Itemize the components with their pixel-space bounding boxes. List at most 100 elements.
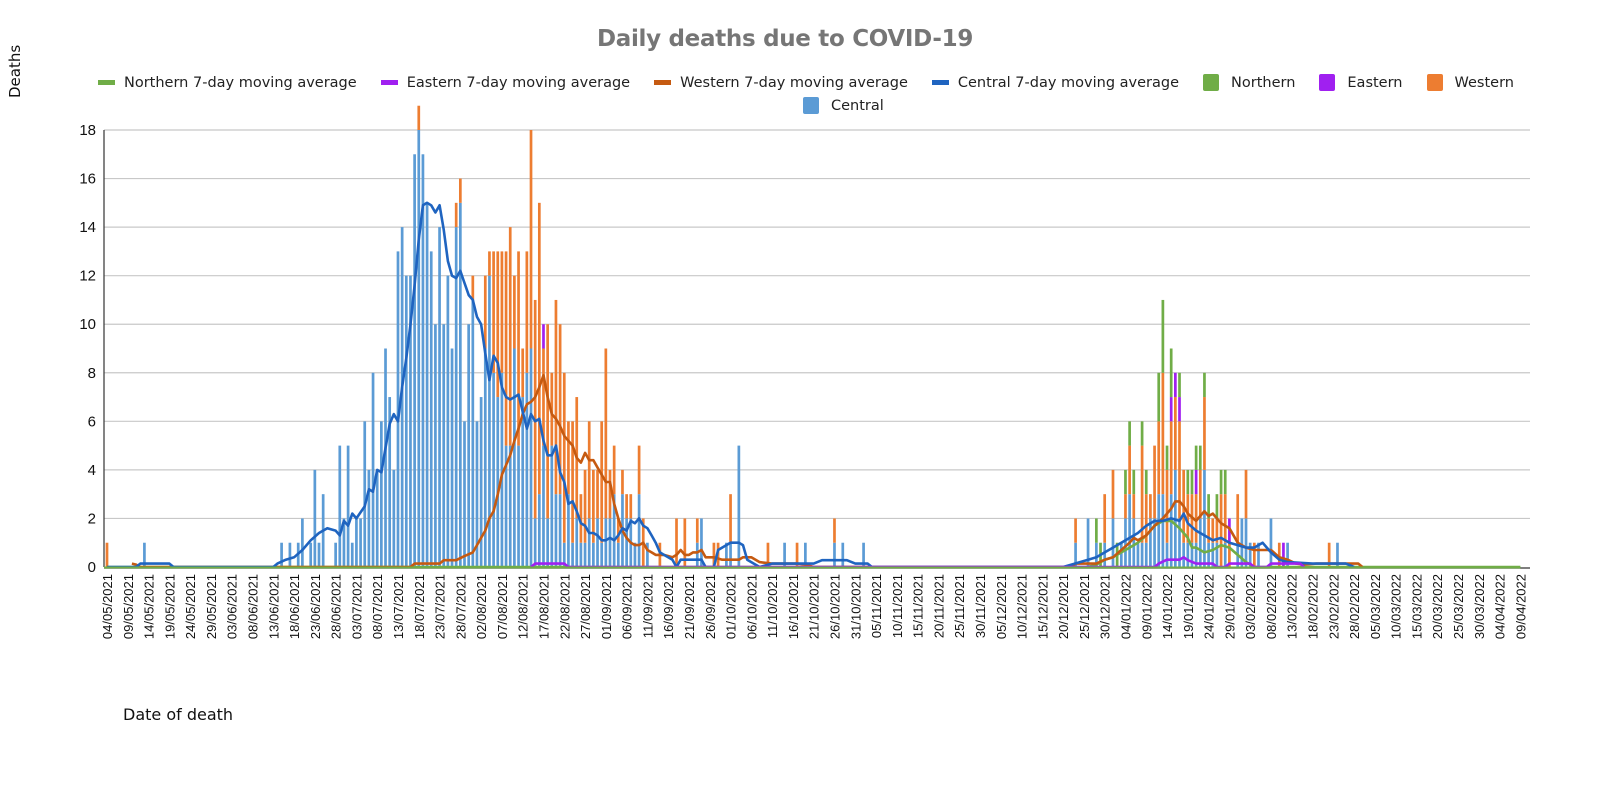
- x-tick-label: 18/02/2022: [1306, 574, 1321, 639]
- bar-central: [508, 445, 512, 567]
- bar-western: [1165, 469, 1169, 543]
- bar-northern: [1203, 372, 1206, 398]
- x-tick-label: 15/12/2021: [1035, 574, 1050, 639]
- bar-central: [1128, 494, 1131, 567]
- bar-western: [529, 130, 533, 349]
- y-tick-label: 14: [79, 219, 96, 236]
- bar-northern: [1161, 299, 1165, 373]
- bar-western: [537, 202, 541, 495]
- bar-central: [1086, 518, 1090, 567]
- bar-central: [1182, 542, 1186, 567]
- bar-western: [1198, 469, 1202, 519]
- bar-central: [737, 445, 741, 567]
- bar-central: [1286, 542, 1289, 567]
- bar-central: [380, 421, 383, 567]
- bar-central: [355, 518, 358, 567]
- bar-central: [529, 348, 533, 567]
- bar-western: [766, 542, 770, 567]
- bar-central: [604, 518, 608, 567]
- x-tick-label: 24/05/2021: [183, 574, 198, 639]
- bar-northern: [1095, 518, 1098, 543]
- bar-eastern: [1178, 397, 1181, 422]
- x-tick-label: 28/06/2021: [329, 574, 344, 639]
- legend-label: Central: [831, 97, 884, 114]
- x-tick-label: 20/11/2021: [931, 574, 946, 638]
- bar-western: [1186, 494, 1190, 543]
- x-tick-label: 28/02/2022: [1347, 574, 1362, 639]
- bar-central: [1149, 518, 1152, 567]
- bar-central: [488, 275, 491, 567]
- bar-central: [729, 542, 732, 567]
- bar-western: [1132, 494, 1136, 519]
- x-tick-label: 14/01/2022: [1160, 574, 1175, 639]
- bar-western: [496, 251, 500, 398]
- bar-eastern: [542, 324, 545, 349]
- bar-central: [367, 469, 371, 567]
- bar-central: [1211, 542, 1215, 567]
- bar-western: [1252, 542, 1256, 567]
- x-tick-label: 29/05/2021: [204, 574, 219, 639]
- bar-western: [492, 251, 495, 373]
- bar-western: [579, 494, 583, 543]
- x-tick-label: 14/05/2021: [142, 574, 157, 639]
- x-tick-label: 09/01/2022: [1139, 574, 1154, 639]
- x-tick-label: 20/12/2021: [1056, 574, 1071, 639]
- bar-central: [421, 154, 425, 567]
- legend-label: Western 7-day moving average: [680, 74, 908, 91]
- y-tick-label: 16: [79, 171, 96, 188]
- bar-northern: [1219, 469, 1223, 495]
- legend-swatch: [931, 80, 949, 85]
- bar-central: [567, 494, 570, 567]
- x-tick-label: 01/09/2021: [599, 574, 614, 639]
- x-tick-label: 29/01/2022: [1222, 574, 1237, 639]
- bar-central: [1244, 518, 1248, 567]
- legend-item-northern: Northern: [1203, 74, 1295, 91]
- x-tick-label: 30/12/2021: [1098, 574, 1113, 639]
- bar-western: [712, 542, 716, 567]
- bar-central: [1248, 542, 1252, 567]
- bar-central: [1140, 542, 1144, 567]
- bar-central: [392, 469, 396, 567]
- legend-item-central-ma: Central 7-day moving average: [931, 75, 1179, 91]
- bar-northern: [1144, 469, 1148, 495]
- bar-central: [1124, 518, 1127, 567]
- x-tick-label: 21/10/2021: [807, 574, 822, 639]
- bar-central: [425, 202, 429, 568]
- bar-western: [504, 251, 508, 446]
- bar-central: [1165, 542, 1169, 567]
- bar-central: [350, 542, 354, 567]
- bar-western: [1203, 397, 1206, 470]
- bar-central: [833, 542, 836, 567]
- x-tick-label: 17/08/2021: [537, 574, 552, 639]
- bar-western: [1223, 494, 1227, 543]
- bar-western: [562, 372, 566, 543]
- bar-northern: [1124, 469, 1127, 495]
- bar-central: [1103, 542, 1107, 567]
- bar-central: [1223, 542, 1227, 567]
- x-tick-label: 11/09/2021: [640, 574, 655, 638]
- legend-swatch: [1426, 74, 1443, 91]
- bar-western: [596, 469, 599, 519]
- bar-central: [546, 518, 549, 567]
- x-tick-label: 25/12/2021: [1077, 574, 1092, 639]
- bar-western: [612, 445, 616, 495]
- bar-western: [558, 324, 562, 495]
- x-tick-label: 15/11/2021: [911, 574, 926, 638]
- bar-central: [783, 542, 786, 567]
- x-tick-label: 02/08/2021: [474, 574, 489, 639]
- bar-central: [1153, 518, 1156, 567]
- bar-central: [1203, 469, 1206, 567]
- bar-central: [521, 397, 525, 567]
- x-tick-label: 03/06/2021: [225, 574, 240, 639]
- bar-northern: [1165, 445, 1169, 470]
- bar-central: [483, 348, 487, 567]
- bar-central: [1161, 494, 1165, 567]
- bar-northern: [1215, 494, 1219, 519]
- bar-central: [571, 542, 574, 567]
- bar-central: [1257, 542, 1260, 567]
- bar-western: [1207, 518, 1210, 543]
- bar-central: [492, 372, 495, 567]
- bar-eastern: [1169, 397, 1173, 422]
- legend-item-northern-ma: Northern 7-day moving average: [98, 75, 357, 91]
- bar-eastern: [1282, 542, 1285, 567]
